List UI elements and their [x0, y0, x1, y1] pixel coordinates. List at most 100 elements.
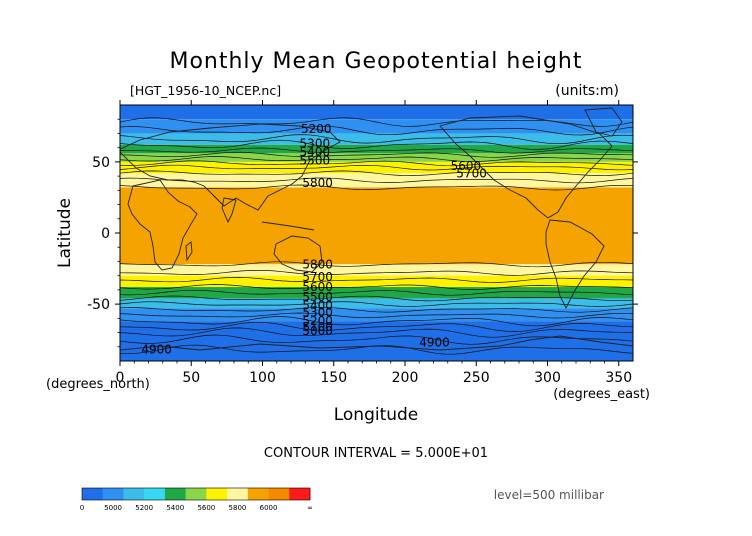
- level-label: level=500 millibar: [494, 488, 604, 502]
- contour-line-24: [120, 334, 633, 345]
- colorbar-swatch-1: [102, 488, 124, 500]
- contour-label-7: 5800: [302, 257, 333, 271]
- coast-antarctica: [120, 335, 633, 351]
- colorbar-label-4: 5600: [197, 504, 215, 512]
- contour-line-16: [120, 289, 633, 296]
- contour-band-10: [120, 287, 633, 299]
- contour-band-5: [120, 161, 633, 174]
- x-unit-label: (degrees_east): [553, 387, 650, 402]
- colorbar-swatch-2: [123, 488, 145, 500]
- contour-label-2: 5400: [300, 145, 331, 159]
- contour-line-7: [120, 160, 633, 167]
- contour-line-3: [120, 139, 633, 150]
- contour-band-3: [120, 144, 633, 154]
- contour-line-14: [120, 277, 633, 283]
- colorbar-label-6: 6000: [260, 504, 278, 512]
- contour-line-11: [120, 184, 633, 191]
- contour-line-18: [120, 301, 633, 307]
- contour-band-6: [120, 173, 633, 188]
- contour-band-12: [120, 308, 633, 322]
- colorbar-swatch-5: [185, 488, 207, 500]
- colorbar-label-5: 5800: [229, 504, 247, 512]
- x-tick-label-2: 100: [249, 370, 276, 386]
- x-tick-label-5: 250: [463, 370, 490, 386]
- contour-line-15: [120, 284, 633, 290]
- colorbar-swatch-9: [268, 488, 290, 500]
- contour-band-9: [120, 275, 633, 288]
- colorbar-swatch-6: [206, 488, 228, 500]
- contour-band-7: [120, 187, 633, 265]
- contour-label-10: 5500: [302, 290, 333, 304]
- colorbar-swatch-0: [82, 488, 104, 500]
- colorbar-swatch-7: [227, 488, 249, 500]
- contour-interval-label: CONTOUR INTERVAL = 5.000E+01: [264, 446, 488, 461]
- colorbar-label-2: 5200: [135, 504, 153, 512]
- contour-band-4: [120, 153, 633, 162]
- contour-label-12: 5300: [302, 306, 333, 320]
- contour-line-17: [120, 295, 633, 302]
- contour-label-5: 5700: [456, 166, 487, 180]
- colorbar: 0 5000 5200 5400 5600 5800 6000 ∞: [80, 487, 313, 512]
- coast-eurasia: [120, 123, 341, 211]
- coastlines: [120, 107, 633, 351]
- x-tick-label-7: 350: [605, 370, 632, 386]
- colorbar-label-7: ∞: [307, 504, 313, 512]
- colorbar-swatch-10: [289, 488, 311, 500]
- contour-line-9: [120, 170, 633, 176]
- contour-band-11: [120, 298, 633, 309]
- y-tick-label-1: 0: [101, 226, 110, 242]
- units-label: (units:m): [555, 83, 619, 99]
- coast-indonesia: [261, 221, 315, 231]
- contour-line-10: [120, 177, 633, 184]
- contour-label-4: 5600: [451, 159, 482, 173]
- x-tick-label-4: 200: [392, 370, 419, 386]
- coast-madagascar: [185, 241, 193, 262]
- coast-greenland: [584, 107, 623, 137]
- contour-label-13: 5200: [302, 314, 333, 328]
- coast-africa: [127, 179, 198, 271]
- contour-label-17: 4900: [419, 336, 450, 350]
- contour-label-11: 5400: [302, 299, 333, 313]
- filled-contour-bands: [120, 105, 633, 361]
- contour-band-8: [120, 264, 633, 276]
- colorbar-label-3: 5400: [166, 504, 184, 512]
- colorbar-label-0: 0: [80, 504, 84, 512]
- contour-label-16: 4900: [141, 343, 172, 357]
- contour-line-6: [120, 156, 633, 162]
- y-axis-ticks: -50 0 50: [87, 118, 638, 348]
- colorbar-swatch-4: [164, 488, 186, 500]
- y-unit-label: (degrees_north): [46, 377, 150, 392]
- coast-south-america: [545, 219, 605, 310]
- contour-line-8: [120, 164, 633, 171]
- contour-label-8: 5700: [302, 270, 333, 284]
- x-axis-label: Longitude: [334, 405, 419, 425]
- contour-line-4: [120, 147, 633, 154]
- y-tick-label-0: -50: [87, 297, 110, 313]
- contour-label-3: 5500: [300, 153, 331, 167]
- x-axis-ticks: 0 50 100 150 200 250 300 350: [116, 100, 632, 386]
- contour-line-19: [120, 307, 633, 313]
- contour-line-1: [120, 125, 633, 136]
- x-tick-label-0: 0: [116, 370, 125, 386]
- colorbar-swatch-8: [247, 488, 269, 500]
- contour-line-5: [120, 151, 633, 158]
- contour-line-2: [120, 134, 633, 145]
- coast-australia: [273, 235, 323, 273]
- contour-line-12: [120, 261, 633, 268]
- colorbar-swatch-3: [144, 488, 166, 500]
- coast-north-america: [439, 115, 613, 219]
- contour-line-20: [120, 312, 633, 319]
- contour-label-6: 5800: [302, 176, 333, 190]
- y-axis-label: Latitude: [55, 198, 75, 268]
- y-tick-label-2: 50: [92, 155, 110, 171]
- contour-label-14: 5100: [302, 320, 333, 334]
- contour-band-0: [120, 105, 633, 120]
- coast-india: [221, 197, 237, 224]
- x-tick-label-6: 300: [534, 370, 561, 386]
- contour-line-21: [120, 316, 633, 327]
- colorbar-label-1: 5000: [104, 504, 122, 512]
- file-label: [HGT_1956-10_NCEP.nc]: [130, 83, 281, 98]
- contour-line-13: [120, 269, 633, 276]
